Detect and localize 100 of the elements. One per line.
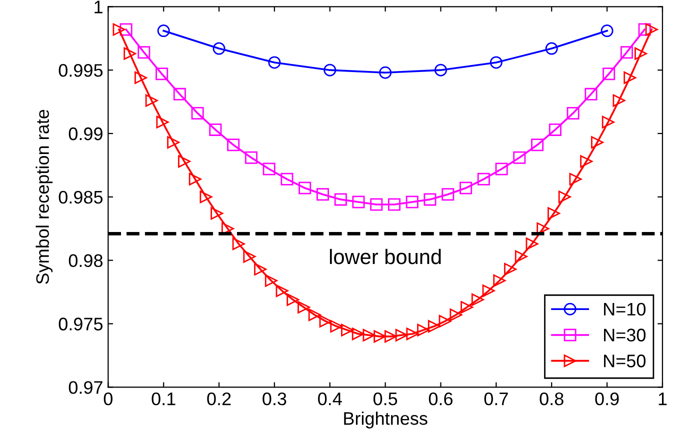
point	[569, 172, 582, 186]
point	[112, 23, 126, 36]
point	[548, 123, 562, 136]
point	[450, 308, 462, 322]
point	[504, 262, 517, 276]
point	[308, 308, 321, 322]
point	[493, 274, 506, 287]
point	[362, 328, 376, 342]
point	[545, 42, 558, 55]
point	[276, 284, 288, 298]
point	[526, 238, 538, 250]
point	[406, 196, 418, 208]
legend-label: N=10	[604, 302, 646, 316]
y-tick-label: 0.985	[58, 190, 103, 204]
x-tick-label: 1	[658, 392, 667, 406]
point	[173, 88, 186, 100]
x-tick-label: 0.6	[428, 392, 453, 406]
point	[200, 190, 212, 204]
point	[156, 116, 169, 128]
point	[602, 68, 616, 80]
point	[584, 88, 598, 100]
y-axis-title: Symbol reception rate	[36, 110, 53, 284]
point	[566, 106, 580, 120]
point	[120, 23, 132, 36]
point	[264, 274, 278, 287]
point	[334, 193, 347, 206]
point	[395, 328, 408, 342]
point	[286, 293, 300, 306]
point	[178, 155, 191, 168]
point	[191, 106, 204, 120]
point	[227, 138, 240, 152]
point	[602, 116, 614, 128]
point	[471, 293, 484, 306]
x-axis-title: Brightness	[344, 412, 428, 428]
point	[254, 262, 267, 276]
point	[298, 301, 310, 314]
point	[341, 324, 354, 336]
x-tick-label: 0.3	[262, 392, 286, 406]
point	[324, 64, 336, 76]
x-tick-label: 0.1	[152, 392, 176, 406]
point	[591, 136, 604, 149]
point	[221, 222, 234, 235]
point	[600, 24, 614, 38]
point	[442, 188, 454, 201]
point	[438, 314, 452, 328]
point	[638, 23, 651, 36]
y-tick-label: 0.97	[68, 381, 102, 394]
point	[209, 123, 222, 136]
point	[243, 250, 256, 263]
point	[157, 24, 170, 38]
point	[352, 328, 364, 340]
point	[580, 155, 593, 168]
y-tick-label: 0.98	[68, 254, 103, 268]
point	[495, 162, 508, 176]
y-tick-label: 0.995	[58, 64, 103, 77]
point	[156, 68, 168, 80]
point	[536, 222, 550, 235]
point	[145, 94, 158, 107]
point	[460, 182, 472, 194]
point	[434, 64, 447, 76]
point	[645, 23, 658, 36]
point	[212, 42, 226, 55]
point	[316, 188, 329, 201]
point	[319, 314, 332, 328]
point	[482, 284, 495, 298]
point	[124, 47, 136, 60]
y-tick-label: 0.975	[58, 318, 103, 330]
point	[370, 198, 383, 211]
point	[417, 324, 430, 336]
point	[298, 182, 312, 194]
legend-label: N=50	[604, 354, 646, 368]
point	[188, 172, 202, 186]
point	[514, 250, 528, 263]
point	[558, 190, 571, 204]
point	[268, 56, 281, 69]
point	[620, 46, 633, 59]
point	[138, 46, 150, 59]
point	[280, 172, 294, 186]
point	[428, 320, 440, 333]
point	[134, 71, 148, 84]
point	[477, 172, 490, 186]
point	[531, 138, 544, 152]
point	[210, 207, 224, 220]
point	[513, 151, 526, 164]
point	[262, 162, 276, 176]
point	[244, 151, 258, 164]
point	[406, 328, 419, 340]
point	[624, 71, 636, 84]
x-tick-label: 0	[104, 392, 112, 406]
point	[330, 320, 343, 333]
y-tick-label: 0.99	[68, 127, 102, 140]
point	[460, 301, 474, 314]
x-tick-label: 0.9	[595, 392, 619, 406]
y-tick-label: 1	[94, 0, 102, 14]
point	[388, 198, 400, 211]
point	[548, 207, 560, 220]
ref-line-label: lower bound	[330, 248, 441, 264]
x-tick-label: 0.2	[207, 392, 231, 406]
point	[232, 238, 245, 250]
point	[167, 136, 180, 149]
